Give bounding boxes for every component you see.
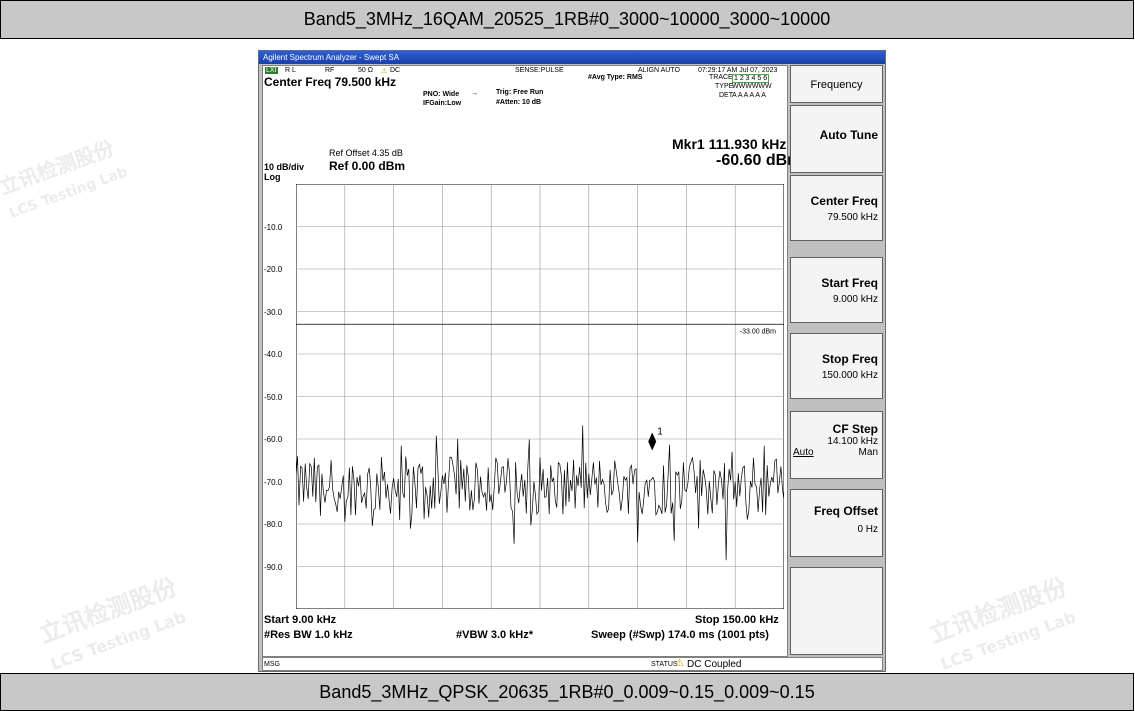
marker-1 bbox=[648, 432, 657, 451]
cf-step-man[interactable]: Man bbox=[858, 447, 878, 458]
y-tick-label: -50.0 bbox=[264, 392, 283, 402]
softkey-cf-step[interactable]: CF Step 14.100 kHz Auto Man bbox=[790, 411, 883, 479]
softkey-start-freq[interactable]: Start Freq 9.000 kHz bbox=[790, 257, 883, 323]
align-label: ALIGN AUTO bbox=[638, 67, 680, 74]
analyzer-screen: LXI R L RF 50 Ω ⚠ DC SENSE:PULSE ALIGN A… bbox=[262, 65, 801, 657]
top-caption: Band5_3MHz_16QAM_20525_1RB#0_3000~10000_… bbox=[0, 0, 1134, 39]
y-tick-label: -10.0 bbox=[264, 222, 283, 232]
plot-grid bbox=[296, 184, 784, 609]
softkey-blank bbox=[790, 567, 883, 655]
timestamp: 07:29:17 AM Jul 07, 2023 bbox=[698, 67, 778, 74]
rf-label: RF bbox=[325, 67, 335, 74]
impedance-label: 50 Ω bbox=[358, 67, 373, 74]
res-bw-label: #Res BW 1.0 kHz bbox=[264, 629, 353, 641]
ref-offset-label: Ref Offset 4.35 dB bbox=[329, 148, 403, 158]
watermark-bottom-left: 立讯检测股份 LCS Testing Lab bbox=[35, 572, 189, 674]
bottom-caption: Band5_3MHz_QPSK_20635_1RB#0_0.009~0.15_0… bbox=[0, 673, 1134, 711]
trace-label: TRACE bbox=[709, 74, 733, 81]
softkey-center-freq[interactable]: Center Freq 79.500 kHz bbox=[790, 175, 883, 241]
y-tick-label: -20.0 bbox=[264, 265, 283, 274]
log-label: Log bbox=[264, 172, 281, 182]
vbw-label: #VBW 3.0 kHz* bbox=[456, 629, 534, 641]
center-freq-readout: Center Freq 79.500 kHz bbox=[264, 75, 397, 89]
trace-numbers: 1 2 3 4 5 6 bbox=[732, 74, 770, 83]
y-tick-label: -80.0 bbox=[264, 520, 283, 529]
sweep-label: Sweep (#Swp) 174.0 ms (1001 pts) bbox=[591, 629, 769, 641]
window-title: Agilent Spectrum Analyzer - Swept SA bbox=[259, 51, 885, 64]
softkey-stop-freq[interactable]: Stop Freq 150.000 kHz bbox=[790, 333, 883, 399]
spectrum-analyzer-window: Agilent Spectrum Analyzer - Swept SA LXI… bbox=[258, 50, 886, 672]
atten-label: #Atten: 10 dB bbox=[496, 99, 542, 106]
y-tick-label: -60.0 bbox=[264, 435, 283, 444]
start-freq-label: Start 9.00 kHz bbox=[264, 614, 337, 626]
spectrum-trace bbox=[296, 425, 784, 561]
y-tick-label: -30.0 bbox=[264, 307, 283, 317]
marker-amp-readout: -60.60 dBm bbox=[716, 152, 802, 169]
marker-number: 1 bbox=[657, 427, 663, 438]
status-message: DC Coupled bbox=[687, 659, 742, 670]
y-tick-label: -70.0 bbox=[264, 477, 283, 487]
avg-type-label: #Avg Type: RMS bbox=[588, 74, 643, 81]
softkey-panel: Frequency Auto Tune Center Freq 79.500 k… bbox=[790, 65, 883, 657]
warning-icon: ⚠ bbox=[381, 68, 388, 75]
stop-freq-label: Stop 150.00 kHz bbox=[695, 614, 779, 626]
type-label: TYPE bbox=[715, 83, 734, 90]
softkey-frequency-header: Frequency bbox=[790, 65, 883, 103]
det-label: DET bbox=[719, 92, 733, 99]
warning-icon: ⚠ bbox=[675, 658, 684, 669]
marker-freq-readout: Mkr1 111.930 kHz bbox=[672, 136, 787, 152]
sense-label: SENSE:PULSE bbox=[515, 67, 564, 74]
limit-line-label: -33.00 dBm bbox=[740, 328, 776, 335]
ref-level-label: Ref 0.00 dBm bbox=[329, 159, 406, 173]
spectrum-plot: -33.00 dBm 1 bbox=[296, 184, 784, 609]
y-tick-label: -90.0 bbox=[264, 562, 283, 572]
message-bar: MSG STATUS ⚠ DC Coupled bbox=[262, 657, 883, 671]
watermark-bottom-right: 立讯检测股份 LCS Testing Lab bbox=[925, 572, 1079, 674]
pno-label: PNO: Wide bbox=[423, 91, 460, 98]
dc-label: DC bbox=[390, 67, 401, 74]
scale-label: 10 dB/div bbox=[264, 162, 305, 172]
rl-label: R L bbox=[285, 67, 296, 74]
y-tick-label: -40.0 bbox=[264, 350, 283, 359]
status-label: STATUS bbox=[651, 661, 678, 668]
lxi-badge: LXI bbox=[265, 67, 278, 74]
det-value: A A A A A A bbox=[732, 92, 766, 99]
msg-label: MSG bbox=[264, 661, 280, 668]
softkey-auto-tune[interactable]: Auto Tune bbox=[790, 105, 883, 173]
trig-label: Trig: Free Run bbox=[496, 89, 544, 96]
arrow-icon: → bbox=[471, 90, 478, 97]
cf-step-auto[interactable]: Auto bbox=[793, 447, 814, 458]
type-value: WWWWWW bbox=[732, 83, 772, 90]
watermark-left: 立讯检测股份 LCS Testing Lab bbox=[0, 135, 130, 222]
ifgain-label: IFGain:Low bbox=[423, 100, 462, 107]
softkey-freq-offset[interactable]: Freq Offset 0 Hz bbox=[790, 489, 883, 557]
